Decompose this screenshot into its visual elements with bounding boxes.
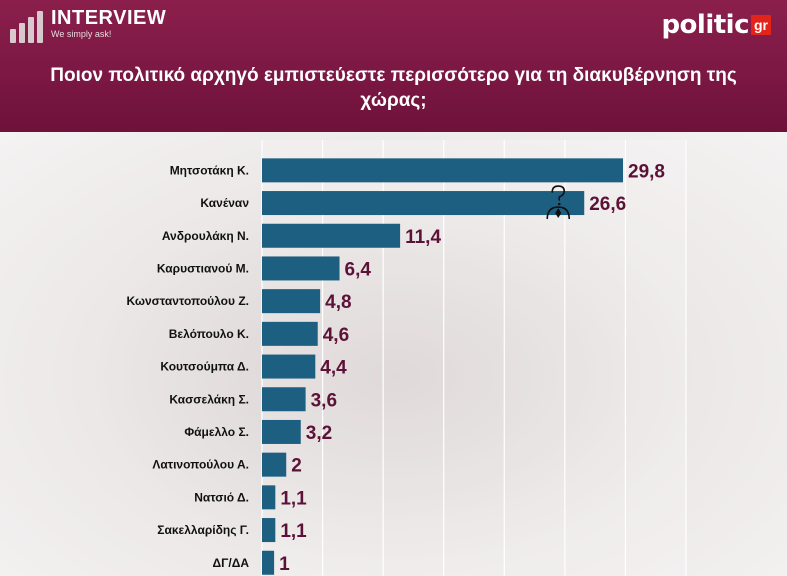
header-banner: INTERVIEW We simply ask! politic gr Ποιο… (0, 0, 787, 132)
category-label: Λατινοπούλου Α. (152, 458, 249, 472)
bar (262, 419, 301, 444)
chart-title: Ποιον πολιτικό αρχηγό εμπιστεύεστε περισ… (50, 65, 737, 111)
value-label: 3,6 (311, 390, 337, 411)
category-label: Βελόπουλο Κ. (169, 327, 249, 341)
category-label: Καρυστιανού Μ. (157, 261, 249, 275)
value-label: 4,6 (323, 325, 349, 346)
value-label: 4,8 (325, 292, 351, 313)
interview-logo-tagline: We simply ask! (51, 29, 112, 39)
bar (262, 518, 276, 543)
value-label: 3,2 (306, 423, 332, 444)
value-label: 1,1 (280, 521, 307, 542)
interview-logo: INTERVIEW We simply ask! (10, 7, 166, 43)
value-label: 4,4 (320, 358, 347, 379)
category-label: Κανέναν (200, 196, 249, 210)
bars-logo-icon (10, 11, 43, 43)
interview-logo-title: INTERVIEW (51, 7, 167, 29)
bar (262, 158, 624, 183)
bar (262, 387, 306, 412)
bar (262, 321, 318, 346)
category-label: Φάμελλο Σ. (184, 425, 249, 439)
politic-logo-suffix: gr (751, 15, 771, 35)
category-label: Ανδρουλάκη Ν. (162, 229, 249, 243)
question-person-icon (546, 185, 571, 220)
category-label: Κουτσούμπα Δ. (160, 360, 249, 374)
category-label: Κωνσταντοπούλου Ζ. (126, 294, 249, 308)
chart-area: Μητσοτάκη Κ. 29,8 Κανέναν 26,6 Ανδρουλάκη Ν.… (0, 132, 787, 576)
category-label: ΔΓ/ΔΑ (213, 556, 250, 570)
bar (262, 452, 287, 477)
value-label: 1,1 (280, 488, 307, 509)
bar (262, 550, 275, 575)
value-label: 26,6 (589, 194, 626, 215)
politic-logo: politic gr (661, 10, 771, 40)
bar (262, 289, 321, 314)
value-label: 6,4 (345, 259, 372, 280)
value-label: 2 (291, 456, 302, 477)
bar (262, 354, 316, 379)
category-label: Κασσελάκη Σ. (169, 392, 249, 406)
bar-chart: Μητσοτάκη Κ. 29,8 Κανέναν 26,6 Ανδρουλάκη Ν.… (126, 140, 687, 576)
category-label: Νατσιό Δ. (194, 490, 249, 504)
bar (262, 485, 276, 510)
politic-logo-name: politic (661, 10, 749, 40)
value-label: 1 (279, 554, 290, 575)
bar (262, 191, 585, 216)
bar (262, 256, 340, 281)
category-label: Μητσοτάκη Κ. (170, 163, 249, 177)
value-label: 11,4 (405, 227, 441, 248)
category-label: Σακελλαρίδης Γ. (157, 523, 249, 537)
value-label: 29,8 (628, 161, 665, 182)
bar (262, 223, 401, 248)
